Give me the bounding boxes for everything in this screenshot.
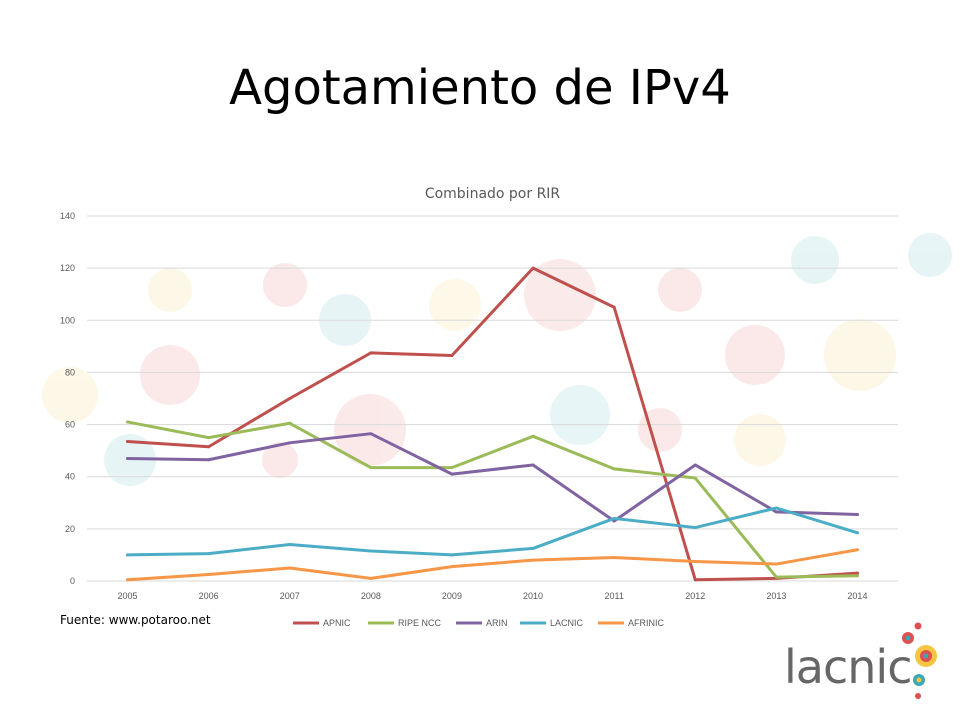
- y-tick-label: 20: [65, 524, 75, 534]
- x-tick-label: 2013: [766, 591, 786, 601]
- data-point: [855, 574, 859, 578]
- series-line-lacnic: [126, 506, 859, 557]
- data-point: [531, 266, 535, 270]
- chart-title: Combinado por RIR: [425, 186, 561, 202]
- data-point: [207, 572, 211, 576]
- data-point: [450, 466, 454, 470]
- y-tick-label: 80: [65, 367, 75, 377]
- data-point: [612, 556, 616, 560]
- data-point: [126, 440, 130, 444]
- data-point: [774, 562, 778, 566]
- data-point: [855, 548, 859, 552]
- legend-label: LACNIC: [550, 618, 584, 628]
- y-tick-label: 60: [65, 420, 75, 430]
- data-point: [612, 467, 616, 471]
- series-line-arin: [126, 432, 859, 523]
- data-point: [855, 531, 859, 535]
- data-point: [450, 565, 454, 569]
- series-line-afrinic: [126, 548, 859, 582]
- data-point: [531, 463, 535, 467]
- data-point: [693, 463, 697, 467]
- data-point: [369, 432, 373, 436]
- data-point: [531, 558, 535, 562]
- y-tick-label: 140: [60, 211, 75, 221]
- x-tick-label: 2011: [604, 591, 623, 601]
- data-point: [207, 445, 211, 449]
- legend-label: RIPE NCC: [398, 618, 442, 628]
- x-tick-label: 2012: [685, 591, 705, 601]
- data-point: [450, 353, 454, 357]
- x-tick-label: 2006: [199, 591, 219, 601]
- data-point: [288, 397, 292, 400]
- data-point: [126, 553, 130, 557]
- legend-label: AFRINIC: [628, 618, 665, 628]
- data-point: [531, 434, 535, 438]
- x-tick-label: 2009: [442, 591, 462, 601]
- logo-wordmark: lacnic: [784, 640, 912, 694]
- x-tick-label: 2014: [847, 591, 867, 601]
- slide-title: Agotamiento de IPv4: [229, 60, 731, 116]
- data-point: [693, 578, 697, 582]
- data-point: [126, 420, 130, 424]
- y-tick-label: 100: [60, 315, 75, 325]
- y-tick-label: 40: [65, 472, 75, 482]
- data-point: [369, 549, 373, 553]
- lacnic-logo: lacnic: [780, 618, 950, 708]
- data-point: [369, 351, 373, 355]
- data-point: [774, 575, 778, 579]
- data-point: [693, 476, 697, 480]
- data-point: [855, 571, 859, 575]
- data-point: [612, 305, 616, 309]
- data-point: [207, 458, 211, 462]
- data-point: [288, 441, 292, 445]
- y-tick-label: 0: [70, 576, 75, 586]
- logo-dots-icon: [902, 622, 937, 699]
- x-tick-label: 2008: [361, 591, 381, 601]
- series-line-ripe-ncc: [126, 420, 859, 579]
- source-note: Fuente: www.potaroo.net: [60, 613, 211, 627]
- x-tick-label: 2010: [523, 591, 543, 601]
- data-point: [450, 472, 454, 476]
- data-point: [369, 576, 373, 580]
- data-point: [612, 516, 616, 520]
- data-point: [693, 526, 697, 530]
- data-point: [774, 506, 778, 510]
- x-tick-label: 2007: [280, 591, 300, 601]
- series-line-apnic: [126, 266, 859, 582]
- data-point: [288, 543, 292, 546]
- data-point: [126, 578, 130, 582]
- legend-label: ARIN: [486, 618, 508, 628]
- x-tick-label: 2005: [118, 591, 138, 601]
- data-point: [126, 456, 130, 460]
- data-point: [369, 466, 373, 470]
- data-point: [450, 553, 454, 557]
- legend-label: APNIC: [323, 618, 351, 628]
- y-tick-label: 120: [60, 263, 75, 273]
- data-point: [855, 513, 859, 517]
- data-point: [207, 552, 211, 556]
- data-point: [531, 546, 535, 550]
- data-point: [693, 559, 697, 563]
- data-point: [288, 566, 292, 570]
- data-point: [774, 510, 778, 514]
- data-point: [288, 421, 292, 425]
- data-point: [207, 436, 211, 440]
